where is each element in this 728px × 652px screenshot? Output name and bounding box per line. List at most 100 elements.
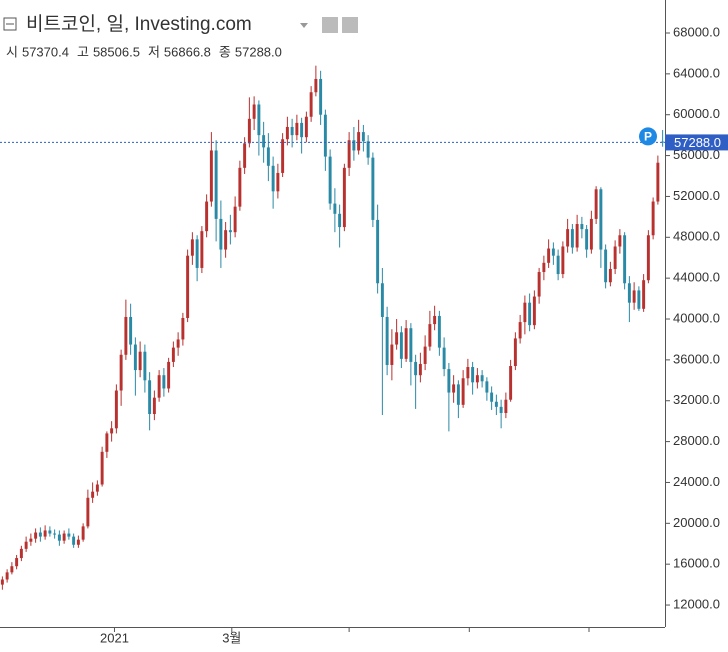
candle-body [570,229,574,248]
y-tick-label: 56000.0 [673,147,720,162]
candle-body [556,255,560,275]
candle-body [243,143,247,168]
candle-body [608,268,612,283]
price-badge-label: P [644,130,652,144]
candle-body [285,126,289,140]
candle-body [361,132,365,142]
candle-body [319,78,323,115]
candle-body [224,230,228,250]
candle-body [395,332,399,345]
candle-body [333,203,337,214]
candle-body [0,579,4,585]
candle-body [167,361,171,389]
y-tick-label: 68000.0 [673,24,720,39]
candle-body [157,375,161,398]
candle-body [29,538,33,542]
candle-body [485,381,489,393]
candle-body [252,104,256,119]
candle-body [129,316,133,345]
candle-body [271,165,275,192]
ohlc-value: 57370.4 [22,44,69,59]
candle-body [114,390,118,429]
price-badge [639,127,657,146]
candle-body [661,141,665,143]
candle-body [551,248,555,256]
y-tick-label: 28000.0 [673,433,720,448]
candle-body [471,367,475,383]
candle-body [124,316,128,355]
candle-body [34,532,38,539]
candle-body [580,224,584,230]
candle-body [138,351,142,371]
candle-body [209,150,213,202]
candle-body [304,116,308,138]
candle-body [480,375,484,382]
candle-body [266,147,270,166]
candle-body [314,78,318,93]
candle-body [86,497,90,527]
candle-body [10,566,14,573]
candle-body [475,375,479,383]
settings-icon[interactable] [322,17,338,33]
candle-body [338,213,342,228]
candle-body [38,532,42,537]
candle-body [190,239,194,256]
y-tick-label: 24000.0 [673,474,720,489]
candle-body [385,316,389,365]
candle-body [67,533,71,537]
candle-body [5,572,9,580]
y-tick-label: 44000.0 [673,270,720,285]
y-tick-label: 36000.0 [673,351,720,366]
candle-body [518,322,522,339]
ohlc-name: 저 [148,44,160,59]
candle-body [290,126,294,136]
candle-body [646,235,650,281]
candle-body [15,558,19,567]
candle-body [228,230,232,233]
candles [0,65,665,590]
candle-body [651,201,655,236]
candle-body [490,392,494,402]
candle-body [380,283,384,317]
y-tick-label: 52000.0 [673,188,720,203]
candle-body [494,401,498,407]
candle-body [300,122,304,138]
gear-icon[interactable] [342,17,358,33]
candle-body [105,433,109,452]
y-tick-label: 32000.0 [673,392,720,407]
candle-body [119,354,123,391]
candle-body [281,139,285,173]
candle-body [623,235,627,284]
candle-body [594,189,598,219]
candle-body [537,272,541,297]
candle-body [532,296,536,326]
candle-body [566,229,570,247]
candle-body [575,224,579,248]
dropdown-arrow[interactable] [300,23,308,28]
ohlc-value: 58506.5 [93,44,140,59]
candle-body [456,384,460,405]
candle-body [618,235,622,247]
candle-body [53,533,57,535]
candle-body [547,248,551,263]
candle-body [404,328,408,359]
candle-body [91,491,95,498]
candle-body [19,548,23,559]
collapse-icon[interactable] [3,17,17,31]
x-tick-label: 3월 [222,630,241,645]
ohlc-value: 57288.0 [235,44,282,59]
candle-body [195,239,199,268]
candle-body [399,332,403,359]
candle-body [409,328,413,362]
y-tick-label: 48000.0 [673,229,720,244]
candle-body [656,162,660,202]
candle-body [100,451,104,485]
candle-body [642,280,646,309]
candle-body [171,347,175,362]
candle-body [466,367,470,379]
candle-body [186,255,190,318]
candle-body [589,218,593,250]
candle-body [176,339,180,348]
candle-body [238,167,242,207]
